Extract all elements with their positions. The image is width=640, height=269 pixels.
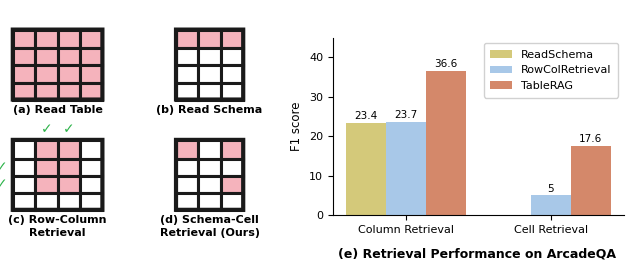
Bar	[35, 176, 58, 193]
Text: 17.6: 17.6	[579, 134, 602, 144]
Text: ✓: ✓	[0, 160, 8, 174]
Bar	[198, 65, 221, 83]
Bar	[198, 159, 221, 176]
Bar	[58, 83, 80, 100]
Bar	[35, 65, 58, 83]
Bar	[58, 159, 80, 176]
Bar	[58, 48, 80, 65]
Bar	[13, 140, 35, 159]
Bar	[198, 193, 221, 210]
Bar	[80, 159, 102, 176]
Bar	[35, 83, 58, 100]
Bar	[176, 176, 198, 193]
Bar	[13, 48, 35, 65]
Bar	[221, 30, 243, 48]
Text: 23.7: 23.7	[394, 110, 418, 120]
Bar	[58, 193, 80, 210]
Bar	[176, 83, 198, 100]
Bar	[13, 159, 35, 176]
Bar	[13, 65, 35, 83]
Text: ✓: ✓	[63, 122, 75, 136]
Bar	[571, 146, 611, 215]
Bar	[176, 30, 198, 48]
Bar	[35, 140, 58, 159]
Bar	[80, 140, 102, 159]
Bar	[35, 193, 58, 210]
Bar	[80, 83, 102, 100]
Legend: ReadSchema, RowColRetrieval, TableRAG: ReadSchema, RowColRetrieval, TableRAG	[483, 43, 618, 98]
Text: 36.6: 36.6	[435, 59, 458, 69]
Bar	[426, 71, 466, 215]
Bar	[13, 193, 35, 210]
Bar	[176, 159, 198, 176]
Bar	[13, 30, 35, 48]
Bar	[176, 65, 198, 83]
Y-axis label: F1 score: F1 score	[291, 102, 303, 151]
Bar	[176, 193, 198, 210]
Bar	[35, 48, 58, 65]
Text: 5: 5	[547, 183, 554, 193]
Bar	[176, 48, 198, 65]
Bar	[80, 65, 102, 83]
Bar	[221, 159, 243, 176]
Bar	[58, 176, 80, 193]
Bar	[531, 196, 571, 215]
Bar	[58, 30, 80, 48]
Text: (c) Row-Column
Retrieval: (c) Row-Column Retrieval	[8, 215, 107, 238]
Bar	[13, 176, 35, 193]
Bar	[80, 176, 102, 193]
Bar	[58, 140, 80, 159]
Bar	[80, 48, 102, 65]
Bar	[221, 140, 243, 159]
Bar	[58, 65, 80, 83]
Bar	[346, 123, 386, 215]
Bar	[35, 159, 58, 176]
Bar	[198, 176, 221, 193]
Text: ✓: ✓	[40, 122, 52, 136]
Text: (d) Schema-Cell
Retrieval (Ours): (d) Schema-Cell Retrieval (Ours)	[159, 215, 260, 238]
Bar	[198, 48, 221, 65]
Bar	[35, 30, 58, 48]
Bar	[198, 140, 221, 159]
Bar	[221, 65, 243, 83]
Bar	[198, 30, 221, 48]
Bar	[13, 83, 35, 100]
Text: ✓: ✓	[0, 177, 8, 191]
Bar	[198, 83, 221, 100]
Bar	[221, 176, 243, 193]
Text: (a) Read Table: (a) Read Table	[13, 105, 102, 115]
Bar	[221, 193, 243, 210]
Text: (b) Read Schema: (b) Read Schema	[156, 105, 263, 115]
Bar	[80, 30, 102, 48]
Bar	[80, 193, 102, 210]
Bar	[176, 140, 198, 159]
Bar	[386, 122, 426, 215]
Bar	[221, 48, 243, 65]
Text: (e) Retrieval Performance on ArcadeQA: (e) Retrieval Performance on ArcadeQA	[338, 248, 616, 261]
Text: 23.4: 23.4	[355, 111, 378, 121]
Bar	[221, 83, 243, 100]
